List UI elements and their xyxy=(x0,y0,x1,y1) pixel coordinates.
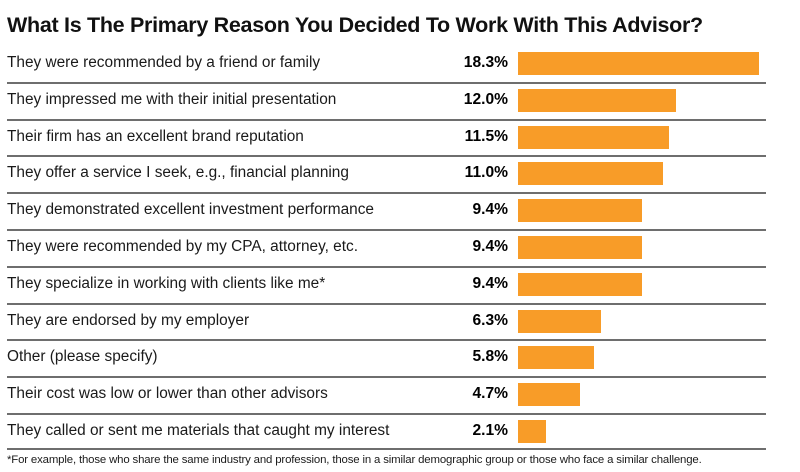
row-divider xyxy=(7,265,766,268)
bar-category-label: Their firm has an excellent brand reputa… xyxy=(7,127,304,145)
bar-track xyxy=(518,272,768,296)
bar xyxy=(518,125,670,149)
bar xyxy=(518,88,676,112)
bar xyxy=(518,383,580,407)
table-row: They specialize in working with clients … xyxy=(0,265,800,303)
bar xyxy=(518,419,546,443)
bar xyxy=(518,162,663,186)
bar-value-label: 2.1% xyxy=(472,421,508,439)
row-divider xyxy=(7,376,766,379)
table-row: They called or sent me materials that ca… xyxy=(0,412,800,450)
bar xyxy=(518,346,595,370)
bar-category-label: They were recommended by my CPA, attorne… xyxy=(7,237,358,255)
bar-value-label: 11.0% xyxy=(464,164,508,182)
bar-value-label: 11.5% xyxy=(464,127,508,145)
table-row: Their firm has an excellent brand reputa… xyxy=(0,118,800,156)
bar xyxy=(518,235,642,259)
table-row: Other (please specify) 5.8% xyxy=(0,339,800,376)
bar-category-label: They were recommended by a friend or fam… xyxy=(7,54,321,71)
bar-value-label: 18.3% xyxy=(463,54,508,71)
bar-track xyxy=(518,88,768,112)
bar-track xyxy=(518,52,768,75)
bar-value-label: 6.3% xyxy=(472,311,508,329)
bar-category-label: They specialize in working with clients … xyxy=(7,274,326,292)
table-row: They are endorsed by my employer 6.3% xyxy=(0,302,800,340)
bar-track xyxy=(518,419,768,443)
bar xyxy=(518,199,642,223)
row-divider xyxy=(7,302,766,305)
row-divider xyxy=(7,412,766,415)
bar-track xyxy=(518,346,768,370)
bar xyxy=(518,272,642,296)
table-row: They were recommended by a friend or fam… xyxy=(0,45,800,82)
bar-value-label: 4.7% xyxy=(472,385,508,403)
table-row: They were recommended by my CPA, attorne… xyxy=(0,228,800,266)
footnote-divider xyxy=(7,448,766,450)
bar-category-label: They impressed me with their initial pre… xyxy=(7,90,337,108)
bar-value-label: 12.0% xyxy=(463,90,508,108)
table-row: They demonstrated excellent investment p… xyxy=(0,192,800,229)
bar-track xyxy=(518,199,768,223)
bar-category-label: They are endorsed by my employer xyxy=(7,311,250,329)
bar-value-label: 9.4% xyxy=(472,201,508,219)
bar-track xyxy=(518,309,768,333)
row-divider xyxy=(7,228,766,231)
bar-category-label: Other (please specify) xyxy=(7,348,158,366)
row-divider xyxy=(7,81,766,84)
bar xyxy=(518,52,759,75)
bar-track xyxy=(518,383,768,407)
bar-category-label: They called or sent me materials that ca… xyxy=(7,421,390,439)
bar-track xyxy=(518,125,768,149)
bar-track xyxy=(518,162,768,186)
row-divider xyxy=(7,155,766,158)
table-row: They impressed me with their initial pre… xyxy=(0,81,800,119)
bar xyxy=(518,309,601,333)
bar-category-label: Their cost was low or lower than other a… xyxy=(7,385,328,403)
row-divider xyxy=(7,192,766,195)
page-title: What Is The Primary Reason You Decided T… xyxy=(7,13,703,37)
bar-category-label: They offer a service I seek, e.g., finan… xyxy=(7,164,349,182)
bar-category-label: They demonstrated excellent investment p… xyxy=(7,201,374,219)
table-row: Their cost was low or lower than other a… xyxy=(0,376,800,413)
bar-track xyxy=(518,235,768,259)
bar-chart-rows: They were recommended by a friend or fam… xyxy=(0,45,800,450)
bar-value-label: 5.8% xyxy=(472,348,508,366)
table-row: They offer a service I seek, e.g., finan… xyxy=(0,155,800,192)
bar-value-label: 9.4% xyxy=(472,237,508,255)
bar-value-label: 9.4% xyxy=(472,274,508,292)
footnote-text: *For example, those who share the same i… xyxy=(7,454,702,466)
row-divider xyxy=(7,339,766,342)
row-divider xyxy=(7,118,766,121)
